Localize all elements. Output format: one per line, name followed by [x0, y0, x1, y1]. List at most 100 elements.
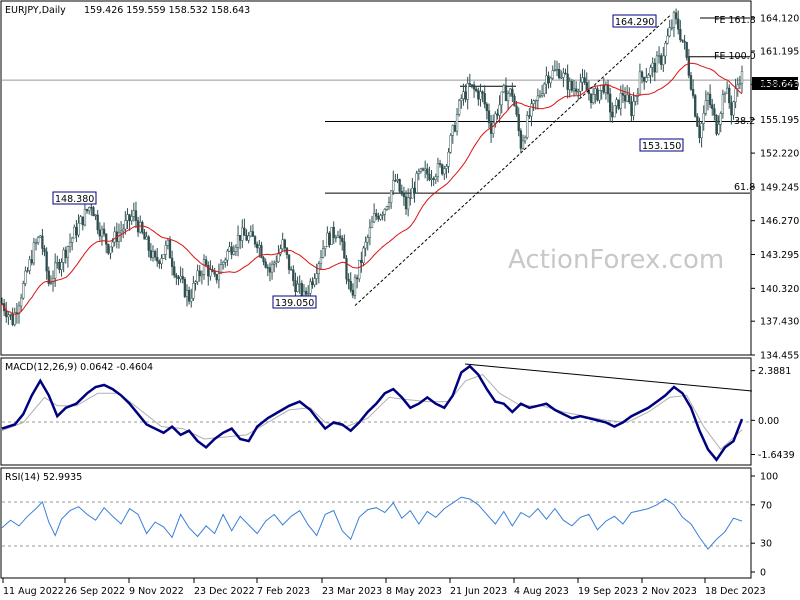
candle-body: [387, 202, 391, 207]
candle-body: [468, 83, 471, 85]
candle-body: [100, 228, 104, 237]
candle-body: [632, 101, 635, 116]
candle-body: [266, 267, 269, 269]
candle-body: [411, 187, 414, 199]
candle-body: [43, 248, 46, 253]
price-tick-label: 155.195: [760, 115, 799, 126]
candle-body: [200, 274, 204, 277]
candle-body: [640, 71, 644, 78]
x-tick-label: 4 Aug 2023: [514, 586, 569, 597]
candle-body: [177, 277, 180, 280]
candle-body: [49, 282, 53, 284]
candle-body: [687, 57, 690, 76]
candle-body: [521, 140, 525, 149]
candle-body: [126, 214, 129, 221]
candle-body: [506, 93, 510, 102]
candle-body: [651, 62, 654, 68]
candle-body: [432, 178, 435, 180]
candle-body: [372, 213, 376, 223]
candle-body: [645, 77, 648, 82]
candle-body: [292, 269, 295, 281]
candle-body: [270, 263, 274, 273]
candle-body: [64, 249, 67, 258]
candle-body: [534, 99, 537, 102]
rsi-line: [1, 496, 743, 550]
candle-body: [736, 84, 739, 89]
candle-body: [321, 248, 325, 258]
candle-body: [164, 245, 167, 255]
price-tick-label: 137.430: [760, 317, 799, 328]
candle-body: [523, 137, 527, 142]
candle-body: [181, 276, 184, 280]
candle-body: [406, 197, 410, 210]
candle-body: [483, 93, 486, 105]
x-axis: 11 Aug 2022 26 Sep 2022 9 Nov 2022 23 Dec 2…: [2, 578, 766, 597]
candle-body: [509, 88, 512, 94]
candle-body: [679, 29, 682, 41]
candle-body: [579, 81, 582, 92]
candle-body: [547, 75, 550, 84]
candle-body: [307, 292, 310, 295]
macd-y-axis: 2.3881 0.00 -1.6439: [751, 366, 795, 461]
candle-body: [34, 242, 38, 244]
candle-body: [275, 261, 278, 264]
candle-body: [56, 262, 59, 264]
candle-body: [702, 112, 705, 124]
candle-body: [409, 197, 412, 199]
candle-body: [704, 100, 708, 114]
candle-body: [24, 270, 27, 284]
candle-body: [190, 297, 193, 302]
candle-body: [583, 77, 586, 83]
rsi-tick-label: 0: [760, 568, 766, 579]
price-y-axis: 164.120 161.195 158.270 155.195 152.220 149.2…: [751, 13, 799, 362]
candle-body: [122, 228, 125, 232]
candle-body: [381, 214, 384, 216]
candle-body: [98, 229, 101, 237]
candle-body: [555, 68, 559, 71]
candle-body: [85, 209, 89, 212]
candle-body: [634, 96, 637, 102]
candle-body: [202, 259, 206, 275]
candle-body: [477, 90, 480, 100]
fibonacci-trendline: [354, 15, 671, 306]
candle-body: [626, 94, 629, 102]
candle-body: [560, 77, 563, 79]
candle-body: [149, 250, 153, 258]
x-tick-label: 18 Dec 2023: [705, 586, 766, 597]
price-tick-label: 146.270: [760, 216, 799, 227]
candle-body: [419, 168, 423, 172]
candle-body: [475, 88, 478, 92]
macd-title: MACD(12,26,9) 0.0642 -0.4604: [5, 362, 153, 373]
candle-body: [347, 278, 350, 282]
candle-body: [447, 151, 450, 167]
candle-body: [528, 115, 531, 117]
candle-body: [360, 259, 363, 263]
candle-body: [192, 283, 195, 299]
candle-body: [209, 269, 212, 277]
candle-body: [628, 94, 631, 103]
candle-body: [47, 270, 50, 284]
candle-body: [500, 91, 503, 106]
candle-body: [253, 236, 257, 245]
candle-body: [134, 210, 138, 221]
price-tick-label: 143.295: [760, 250, 799, 261]
candle-body: [623, 95, 627, 102]
candle-body: [368, 227, 372, 238]
candle-body: [725, 87, 729, 94]
candle-body: [453, 125, 457, 132]
candle-body: [577, 91, 580, 93]
candle-body: [19, 297, 23, 307]
candle-body: [105, 233, 108, 245]
candle-body: [324, 246, 327, 249]
candle-body: [596, 88, 599, 101]
candle-body: [451, 125, 454, 136]
candle-body: [494, 113, 497, 124]
candle-body: [107, 243, 110, 254]
macd-tick-label: 0.00: [758, 416, 779, 427]
candle-body: [449, 135, 452, 153]
candle-body: [71, 237, 74, 243]
candle-body: [355, 277, 359, 280]
candle-body: [173, 266, 176, 276]
candle-body: [394, 180, 397, 182]
